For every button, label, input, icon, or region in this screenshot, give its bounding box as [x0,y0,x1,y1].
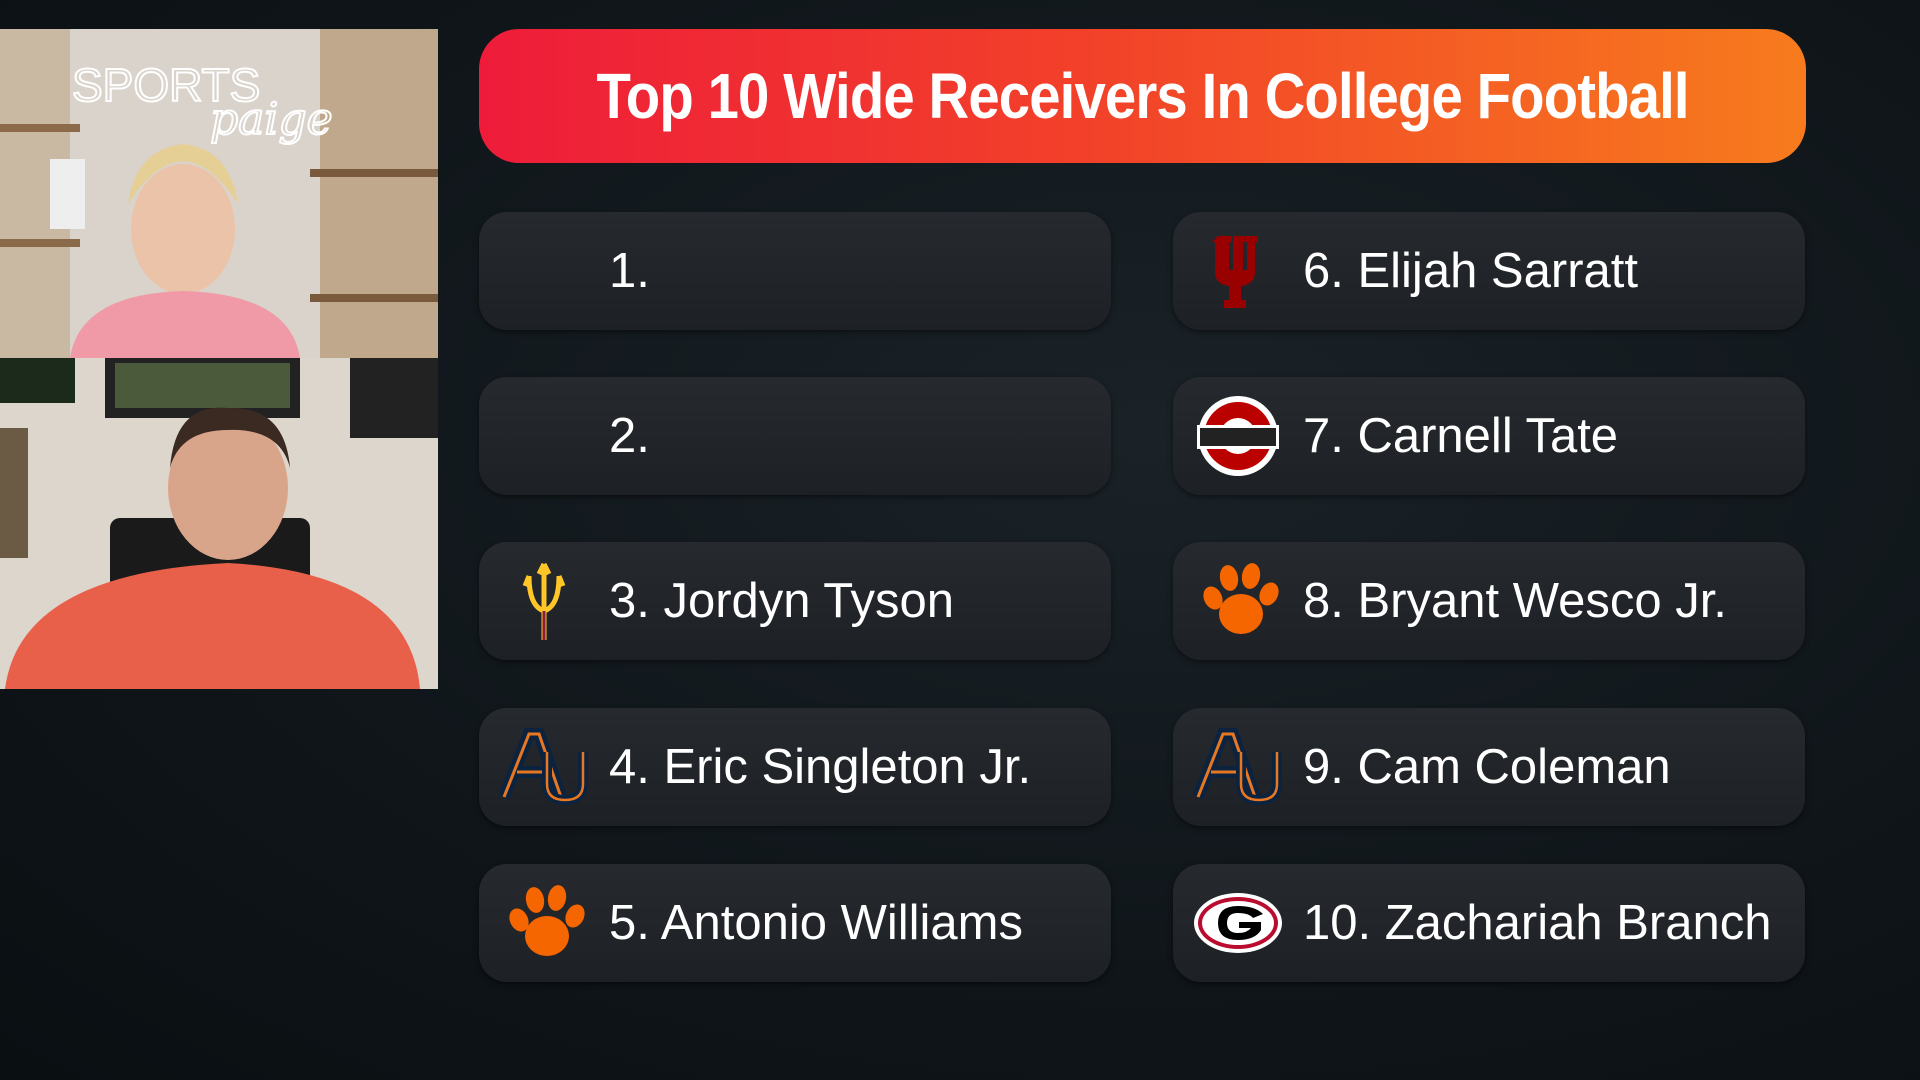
rank-label: 2. [609,409,650,463]
rank-label: 9. Cam Coleman [1303,740,1671,794]
rank-label: 3. Jordyn Tyson [609,574,955,628]
neon-sign: SPORTS [72,59,260,111]
rank-card: 1. [479,212,1111,330]
rank-card: 6. Elijah Sarratt [1173,212,1805,330]
team-logo-auburn [1193,728,1282,806]
team-logo-auburn [499,728,588,806]
title: Top 10 Wide Receivers In College Footbal… [596,60,1689,132]
rank-label: 1. [609,244,650,298]
rank-card: 10. Zachariah Branch [1173,864,1805,982]
rank-label: 6. Elijah Sarratt [1303,244,1638,298]
rank-label: 7. Carnell Tate [1303,409,1619,463]
rank-label: 4. Eric Singleton Jr. [609,740,1032,794]
rank-card: 3. Jordyn Tyson [479,542,1111,660]
rank-card: 2. [479,377,1111,495]
team-logo-clemson [509,885,585,956]
rank-label: 10. Zachariah Branch [1303,896,1772,950]
team-logo-asu [522,562,566,640]
team-logo-clemson [1203,563,1279,634]
rank-card: 8. Bryant Wesco Jr. [1173,542,1805,660]
rank-label: 5. Antonio Williams [609,896,1023,950]
rank-card: 9. Cam Coleman [1173,708,1805,826]
webcam-scene [0,358,438,689]
webcam-guest [0,358,438,689]
title-bar: Top 10 Wide Receivers In College Footbal… [479,29,1806,163]
rank-label: 8. Bryant Wesco Jr. [1303,574,1727,628]
rank-card: 4. Eric Singleton Jr. [479,708,1111,826]
rank-card: 7. Carnell Tate [1173,377,1805,495]
webcam-host: SPORTS paige [0,29,438,358]
neon-sign-script: paige [210,94,333,145]
webcam-scene: SPORTS paige [0,29,438,358]
team-logo-indiana [1212,236,1258,308]
team-logo-ohio-state [1197,396,1279,476]
rank-card: 5. Antonio Williams [479,864,1111,982]
team-logo-georgia [1194,893,1282,953]
